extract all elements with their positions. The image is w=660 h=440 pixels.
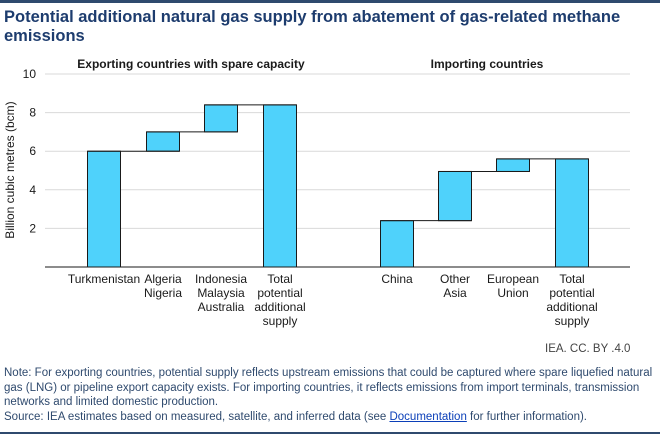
category-label-line: Union bbox=[497, 286, 528, 300]
category-label-line: potential bbox=[549, 286, 594, 300]
waterfall-bar bbox=[438, 170, 472, 222]
top-rule bbox=[0, 0, 660, 3]
category-label-line: Australia bbox=[198, 300, 245, 314]
category-label: Indonesia Malaysia Australia bbox=[195, 272, 247, 314]
waterfall-bar bbox=[204, 104, 238, 133]
source-suffix: for further information). bbox=[466, 411, 587, 423]
y-tick-label: 10 bbox=[23, 67, 37, 81]
waterfall-chart: 2 4 6 8 10 Billion cubic metres (bcm) Export… bbox=[3, 57, 630, 328]
category-label-line: potential bbox=[257, 286, 302, 300]
category-label-line: Other bbox=[440, 272, 470, 286]
y-tick-label: 6 bbox=[29, 144, 36, 158]
connectors bbox=[87, 104, 589, 222]
category-label-line: additional bbox=[254, 300, 305, 314]
category-label: European Union bbox=[487, 272, 539, 300]
category-label-line: Algeria bbox=[144, 272, 182, 286]
documentation-link[interactable]: Documentation bbox=[389, 411, 467, 423]
category-label: China bbox=[381, 272, 413, 286]
y-tick-label: 2 bbox=[29, 221, 36, 235]
category-label: Turkmenistan bbox=[68, 272, 140, 286]
category-label: Algeria Nigeria bbox=[144, 272, 182, 300]
panel-title: Exporting countries with spare capacity bbox=[77, 57, 305, 71]
category-labels: Turkmenistan Algeria Nigeria Indonesia Malay… bbox=[68, 272, 598, 328]
credit-text: IEA. CC. BY .4.0 bbox=[545, 343, 631, 355]
category-label-line: additional bbox=[546, 300, 597, 314]
panel-title: Importing countries bbox=[431, 57, 544, 71]
panel-titles: Exporting countries with spare capacity I… bbox=[77, 57, 543, 71]
category-label-line: China bbox=[381, 272, 413, 286]
bottom-rule bbox=[0, 432, 660, 434]
waterfall-bar bbox=[263, 104, 297, 268]
waterfall-bar bbox=[87, 150, 121, 268]
category-label-line: Turkmenistan bbox=[68, 272, 140, 286]
category-label-line: supply bbox=[555, 314, 590, 328]
y-tick-label: 8 bbox=[29, 106, 36, 120]
waterfall-bar bbox=[496, 158, 530, 172]
category-label-line: Malaysia bbox=[197, 286, 245, 300]
category-label-line: Indonesia bbox=[195, 272, 247, 286]
category-label-line: Total bbox=[559, 272, 584, 286]
category-label-line: European bbox=[487, 272, 539, 286]
category-label-line: supply bbox=[263, 314, 298, 328]
y-axis-title: Billion cubic metres (bcm) bbox=[3, 101, 17, 238]
y-tick-label: 4 bbox=[29, 183, 36, 197]
source-text: Source: IEA estimates based on measured,… bbox=[4, 410, 654, 424]
bars bbox=[87, 104, 589, 268]
note-text: Note: For exporting countries, potential… bbox=[4, 367, 653, 408]
chart-title: Potential additional natural gas supply … bbox=[4, 8, 621, 45]
category-label: Other Asia bbox=[440, 272, 470, 300]
category-label: Total potential additional supply bbox=[254, 272, 305, 328]
source-prefix: Source: IEA estimates based on measured,… bbox=[4, 411, 390, 423]
y-axis-ticks: 2 4 6 8 10 bbox=[23, 67, 37, 235]
waterfall-bar bbox=[555, 158, 589, 268]
category-label-line: Asia bbox=[443, 286, 467, 300]
waterfall-bar bbox=[380, 220, 414, 268]
category-label-line: Total bbox=[267, 272, 292, 286]
category-label: Total potential additional supply bbox=[546, 272, 597, 328]
category-label-line: Nigeria bbox=[144, 286, 182, 300]
waterfall-bar bbox=[146, 131, 180, 152]
